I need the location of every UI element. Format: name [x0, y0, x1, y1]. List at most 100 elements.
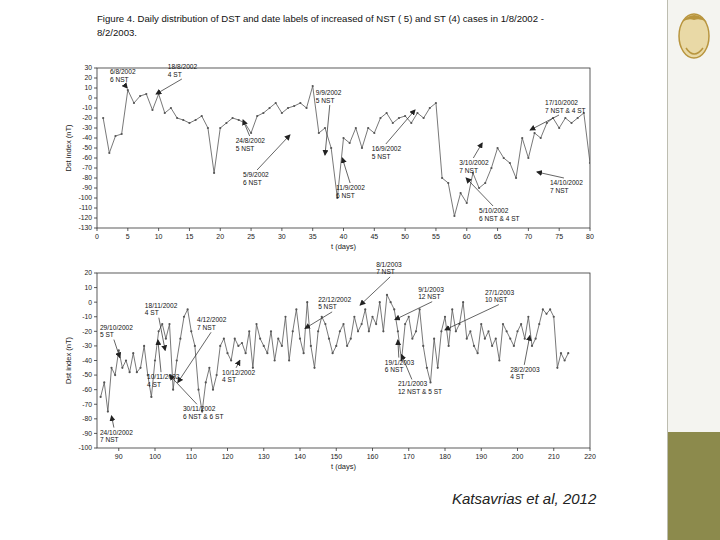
annotation-text: 9/1/2003 [418, 286, 444, 293]
x-tick-label: 0 [95, 233, 99, 240]
dst-point [451, 308, 453, 310]
y-tick [94, 88, 97, 89]
dst-point [527, 157, 529, 159]
annotation-text: 6 NST & 6 ST [183, 413, 224, 420]
dst-point [263, 345, 265, 347]
y-tick [94, 168, 97, 169]
dst-point [437, 367, 439, 369]
dst-point [212, 389, 214, 391]
y-tick-label: -70 [82, 401, 92, 408]
annotation-arrow [158, 340, 161, 372]
y-tick-label: -30 [82, 342, 92, 349]
y-tick [94, 228, 97, 229]
annotation-arrow [524, 336, 530, 365]
dst-point [176, 117, 178, 119]
dst-point [429, 381, 431, 383]
y-tick [94, 331, 97, 332]
annotation-text: 3/10/2002 [459, 159, 489, 166]
dst-point [357, 330, 359, 332]
y-tick [94, 198, 97, 199]
annotation-arrow [530, 115, 559, 130]
x-tick-label: 40 [340, 233, 348, 240]
annotation-text: 6 NST [336, 192, 355, 199]
dst-point [546, 122, 548, 124]
dst-point [371, 316, 373, 318]
dst-point [250, 132, 252, 134]
dst-point [350, 338, 352, 340]
annotation-text: 19/1/2003 [385, 359, 415, 366]
dst-point [114, 135, 116, 137]
x-tick-label: 190 [475, 453, 487, 460]
x-tick-label: 80 [586, 233, 594, 240]
dst-point [172, 389, 174, 391]
y-tick [94, 433, 97, 434]
dst-point [274, 359, 276, 361]
dst-point [392, 122, 394, 124]
side-band [668, 0, 720, 432]
annotation: 30/11/20026 NST & 6 ST [170, 375, 224, 420]
dst-point [179, 338, 181, 340]
dst-point [342, 323, 344, 325]
annotation-arrow [360, 277, 390, 305]
x-tick [191, 448, 192, 451]
x-tick-label: 160 [367, 453, 379, 460]
annotation: 16/9/20025 NST [372, 110, 415, 160]
dst-point [564, 117, 566, 119]
x-tick-label: 210 [548, 453, 560, 460]
annotation-text: 29/10/2002 [100, 324, 133, 331]
dst-point [368, 330, 370, 332]
x-tick [408, 448, 409, 451]
annotation-text: 10/11/2002 [147, 373, 180, 380]
dst-point [197, 389, 199, 391]
annotation: 22/12/20025 NST [305, 296, 351, 329]
dst-point [248, 330, 250, 332]
x-tick [300, 448, 301, 451]
y-tick-label: -90 [82, 184, 92, 191]
dst-point [491, 345, 493, 347]
annotation-arrow [159, 318, 165, 351]
annotation-text: 7 NST [100, 436, 119, 443]
dst-point [398, 117, 400, 119]
x-tick [343, 228, 344, 231]
dst-point [107, 410, 109, 412]
annotation-arrow [473, 143, 482, 158]
data-group [100, 294, 570, 413]
dst-point [324, 323, 326, 325]
side-rule [667, 0, 668, 540]
annotation-text: 22/12/2002 [318, 296, 351, 303]
annotation-arrow [170, 375, 197, 404]
logo-head [679, 14, 709, 58]
dst-point [262, 112, 264, 114]
dst-point [509, 338, 511, 340]
dst-point [516, 330, 518, 332]
annotation-text: 6 NST [243, 179, 262, 186]
y-tick-label: 0 [88, 299, 92, 306]
dst-point [139, 367, 141, 369]
annotation-text: 24/8/2002 [236, 137, 266, 144]
annotation-text: 7 NST [376, 268, 395, 275]
dst-point [455, 330, 457, 332]
dst-point [382, 330, 384, 332]
annotation-text: 21/1/2003 [398, 380, 428, 387]
dst-point [114, 374, 116, 376]
x-tick-label: 170 [403, 453, 415, 460]
annotation-arrow [243, 120, 250, 136]
dst-point [538, 323, 540, 325]
x-tick-label: 50 [401, 233, 409, 240]
annotation: 14/10/20027 NST [537, 172, 583, 194]
annotation: 11/9/20026 NST [336, 158, 365, 199]
y-tick [94, 188, 97, 189]
dst-point [477, 352, 479, 354]
dst-point [164, 112, 166, 114]
plot-frame [97, 273, 590, 448]
y-tick-label: -40 [82, 357, 92, 364]
x-tick [336, 448, 337, 451]
dst-point [524, 338, 526, 340]
x-tick-label: 200 [512, 453, 524, 460]
dst-point [133, 102, 135, 104]
dst-point [154, 359, 156, 361]
dst-point [268, 107, 270, 109]
y-tick [94, 68, 97, 69]
data-group [102, 85, 590, 217]
annotation-text: 4/12/2002 [197, 316, 227, 323]
